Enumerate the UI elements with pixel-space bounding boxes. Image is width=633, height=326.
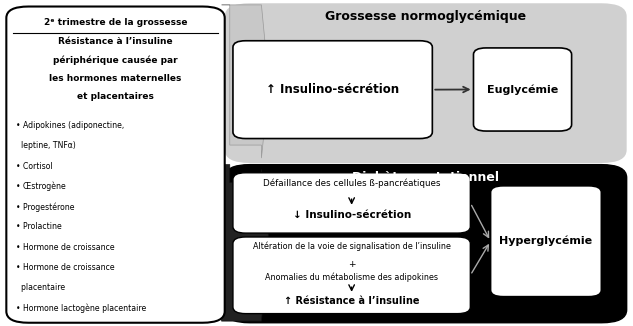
FancyBboxPatch shape bbox=[233, 237, 470, 314]
Text: 2ᵉ trimestre de la grossesse: 2ᵉ trimestre de la grossesse bbox=[44, 18, 187, 27]
Text: Euglycémie: Euglycémie bbox=[487, 84, 558, 95]
FancyBboxPatch shape bbox=[233, 41, 432, 139]
Text: • Hormone de croissance: • Hormone de croissance bbox=[16, 263, 115, 272]
Text: Anomalies du métabolisme des adipokines: Anomalies du métabolisme des adipokines bbox=[265, 272, 438, 282]
FancyBboxPatch shape bbox=[225, 165, 627, 323]
FancyBboxPatch shape bbox=[233, 173, 470, 233]
Text: • Hormone lactogène placentaire: • Hormone lactogène placentaire bbox=[16, 303, 146, 313]
Text: +: + bbox=[348, 260, 355, 270]
Text: les hormones maternelles: les hormones maternelles bbox=[49, 74, 182, 83]
Text: ↑ Résistance à l’insuline: ↑ Résistance à l’insuline bbox=[284, 296, 420, 306]
Text: • Œstrogène: • Œstrogène bbox=[16, 182, 66, 191]
Text: Hyperglycémie: Hyperglycémie bbox=[499, 236, 592, 246]
Text: Résistance à l’insuline: Résistance à l’insuline bbox=[58, 37, 173, 46]
Text: Diabète gestationnel: Diabète gestationnel bbox=[352, 171, 499, 184]
Text: • Prolactine: • Prolactine bbox=[16, 222, 61, 231]
FancyBboxPatch shape bbox=[6, 7, 225, 323]
Text: ↓ Insulino-sécrétion: ↓ Insulino-sécrétion bbox=[292, 210, 411, 220]
Text: • Adipokines (adiponectine,: • Adipokines (adiponectine, bbox=[16, 121, 124, 130]
Text: leptine, TNFα): leptine, TNFα) bbox=[16, 141, 75, 151]
Text: • Progestérone: • Progestérone bbox=[16, 202, 74, 212]
FancyBboxPatch shape bbox=[473, 48, 572, 131]
FancyBboxPatch shape bbox=[225, 3, 627, 163]
Text: placentaire: placentaire bbox=[16, 283, 65, 292]
Text: • Cortisol: • Cortisol bbox=[16, 162, 53, 171]
Text: Défaillance des cellules ß-pancréatiques: Défaillance des cellules ß-pancréatiques bbox=[263, 179, 441, 188]
Text: ↑ Insulino-sécrétion: ↑ Insulino-sécrétion bbox=[266, 83, 399, 96]
Text: Altération de la voie de signalisation de l’insuline: Altération de la voie de signalisation d… bbox=[253, 242, 451, 251]
Text: et placentaires: et placentaires bbox=[77, 92, 154, 101]
Text: Grossesse normoglycémique: Grossesse normoglycémique bbox=[325, 10, 526, 23]
Text: périphérique causée par: périphérique causée par bbox=[53, 55, 178, 65]
FancyBboxPatch shape bbox=[491, 186, 601, 297]
Polygon shape bbox=[222, 165, 269, 321]
Polygon shape bbox=[222, 5, 269, 158]
Text: • Hormone de croissance: • Hormone de croissance bbox=[16, 243, 115, 252]
